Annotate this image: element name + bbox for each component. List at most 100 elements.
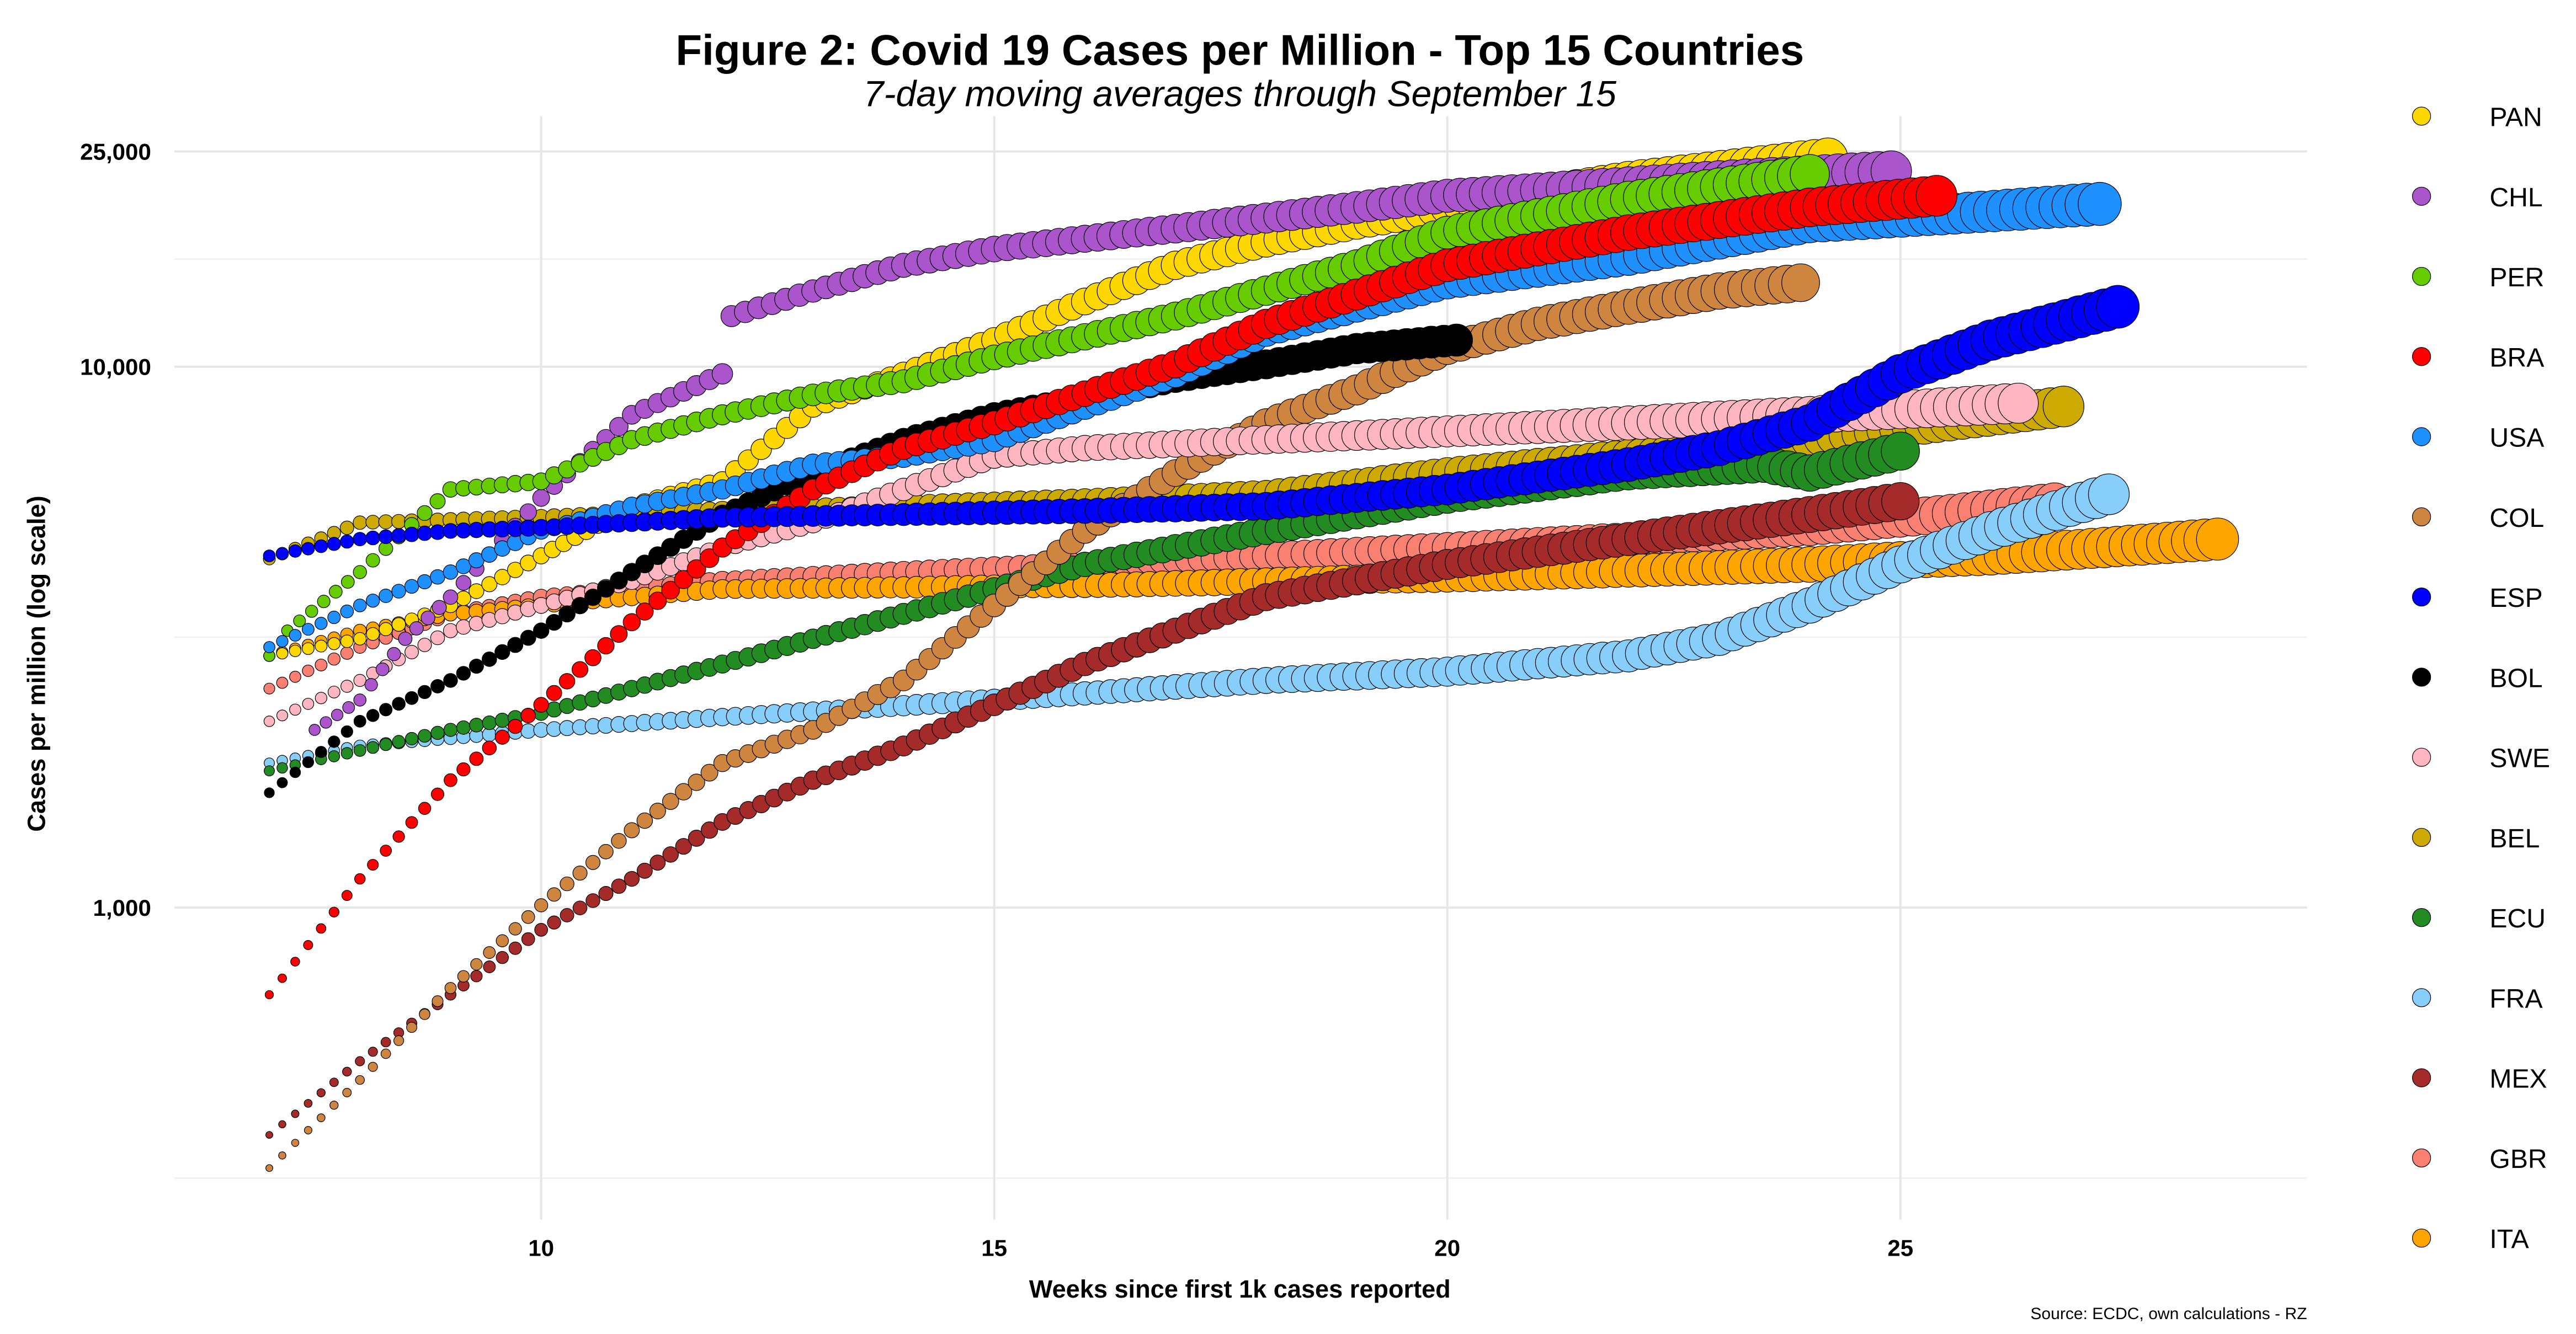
point-BOL [340,725,353,738]
legend-label: GBR [2489,1144,2547,1174]
point-BOL [302,756,314,769]
point-MEX [547,915,561,930]
point-ECU [392,735,406,749]
legend-item-SWE: SWE [2412,744,2550,773]
point-CHL [331,708,344,722]
point-BOL [494,644,510,660]
series-BRA [264,175,1957,1000]
legend-item-ESP: ESP [2412,583,2543,613]
legend-item-PAN: PAN [2412,103,2542,132]
point-ECU [276,762,288,774]
point-PAN [469,583,485,599]
point-COL [380,1048,391,1059]
point-ITA [456,605,471,621]
point-SWE [302,697,315,710]
point-COL [483,946,496,959]
point-MEX [560,908,574,922]
point-BRA [264,990,274,1000]
point-SWE [289,703,301,716]
point-COL [560,876,574,892]
legend-item-FRA: FRA [2412,984,2543,1013]
x-axis: 10 15 20 25 [528,1235,1913,1261]
point-BOL [546,614,563,631]
legend-marker [2412,1229,2431,1248]
y-tick-label: 10,000 [80,354,151,380]
series-MEX [265,482,1920,1139]
point-MEX [675,838,692,855]
point-GBR [302,664,315,677]
point-BOL [597,580,615,598]
point-BOL [430,679,445,693]
legend-label: BOL [2489,663,2542,693]
point-ECU [340,747,353,760]
point-CHL [409,621,424,636]
point-CHL [532,489,550,507]
point-CHL [387,647,401,661]
legend-item-ECU: ECU [2412,904,2546,933]
point-ECU [494,713,510,728]
point-COL [329,1101,339,1110]
point-COL [368,1061,378,1072]
point-MEX [342,1066,352,1077]
point-CHL [443,589,459,605]
point-SWE [417,638,432,652]
point-USA [327,611,341,625]
legend-label: FRA [2489,984,2542,1013]
chart-subtitle: 7-day moving averages through September … [864,73,1617,114]
legend-marker [2412,668,2431,687]
point-PAN [366,627,380,641]
point-PER [417,505,433,521]
point-BRA [571,661,589,678]
point-BRA [316,923,327,934]
point-PAN [289,644,302,657]
point-PAN [507,562,524,578]
point-MEX [1881,482,1920,521]
point-ESP [301,542,315,556]
point-BOL [366,709,380,722]
point-BOL [405,691,419,705]
point-CHL [432,600,447,615]
point-BRA [597,637,615,655]
point-COL [457,970,470,983]
point-ESP [288,544,302,558]
point-COL [419,1008,430,1020]
point-COL [265,1164,273,1172]
point-MEX [508,941,522,955]
point-MEX [700,821,718,839]
point-BOL [417,685,432,700]
point-ECU [482,715,497,730]
legend-label: MEX [2489,1064,2547,1094]
point-COL [508,922,522,936]
point-GBR [289,670,301,683]
chart-title: Figure 2: Covid 19 Cases per Million - T… [675,25,1804,74]
point-BRA [584,649,602,666]
point-MEX [316,1088,326,1097]
x-axis-title: Weeks since first 1k cases reported [1029,1275,1451,1303]
point-COL [649,803,666,820]
point-SWE [456,619,471,635]
point-BOL [481,652,497,667]
point-ECU [379,738,392,751]
point-USA [340,604,354,618]
legend-marker [2412,587,2431,607]
legend-label: ESP [2489,583,2542,613]
point-BEL [339,520,354,535]
point-USA [289,629,302,642]
y-axis: 25,000 10,000 1,000 [80,139,151,921]
point-ECU [456,720,471,735]
point-MEX [368,1047,378,1057]
legend-marker [2412,988,2431,1007]
point-PAN [276,647,289,660]
point-BRA [648,591,667,610]
point-BRA [674,570,693,589]
point-GBR [327,652,341,666]
legend-item-BRA: BRA [2412,343,2544,372]
point-BRA [456,762,471,777]
y-tick-label: 25,000 [80,139,151,165]
point-COL [675,783,693,801]
point-MEX [598,885,614,901]
point-CHL [398,631,413,646]
point-BOL [289,766,301,778]
legend-label: BEL [2489,824,2540,853]
point-ECU [443,723,458,737]
